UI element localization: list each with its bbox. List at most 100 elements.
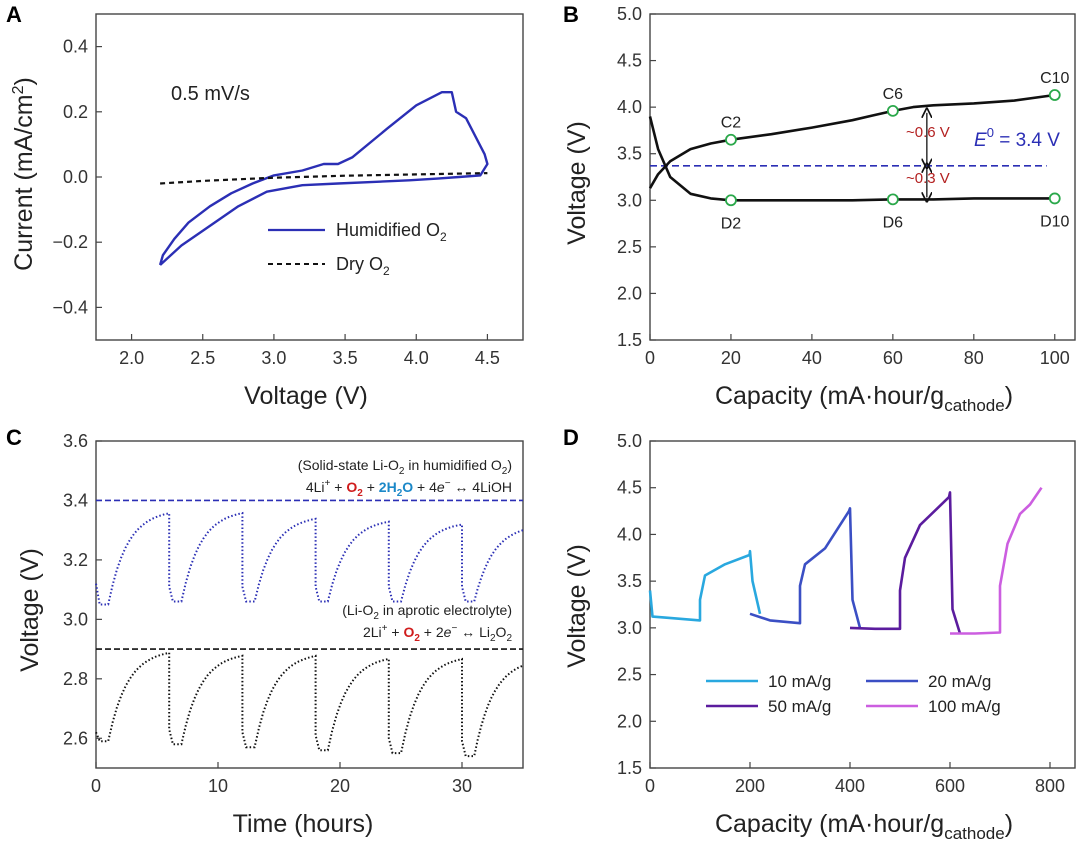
y-tick-label: 5.0 — [617, 431, 642, 451]
x-tick-label: 100 — [1040, 348, 1070, 368]
x-tick-label: 60 — [883, 348, 903, 368]
panel-b-series — [648, 93, 1055, 202]
y-tick-label: 3.0 — [63, 609, 88, 629]
y-tick-label: 4.0 — [617, 524, 642, 544]
panel-c-xlabel: Time (hours) — [233, 810, 374, 838]
y-tick-label: 4.0 — [617, 97, 642, 117]
e0-label: E0 = 3.4 V — [974, 125, 1060, 151]
panel-b-markers: C2 C6 C10 D2 D6 D10 — [721, 70, 1070, 232]
gap-charge-label: ~0.6 V — [906, 124, 950, 141]
panel-b-annotations: E0 = 3.4 V ~0.6 V ~0.3 V — [906, 124, 1060, 187]
marker-c6 — [886, 104, 899, 117]
discharge-curve — [648, 116, 1055, 202]
x-tick-label: 10 — [208, 776, 228, 796]
x-tick-label: 0 — [91, 776, 101, 796]
x-tick-label: 3.5 — [333, 348, 358, 368]
y-tick-label: 3.0 — [617, 618, 642, 638]
x-tick-label: 20 — [721, 348, 741, 368]
y-tick-label: 0.0 — [63, 167, 88, 187]
x-tick-label: 2.5 — [190, 348, 215, 368]
marker-c2 — [725, 133, 737, 146]
marker-label-d2: D2 — [721, 215, 742, 232]
x-tick-label: 30 — [452, 776, 472, 796]
annot-solid-state-reaction: 4Li+ + O2 + 2H2O + 4e− ↔ 4LiOH — [306, 478, 512, 499]
y-tick-label: 2.0 — [617, 711, 642, 731]
charge-curve — [648, 93, 1055, 189]
legend-label-10: 10 mA/g — [768, 672, 831, 691]
legend-label-20: 20 mA/g — [928, 672, 991, 691]
legend-label-humidified: Humidified O2 — [336, 220, 447, 244]
marker-label-c10: C10 — [1040, 70, 1069, 87]
panel-c-ylabel: Voltage (V) — [16, 548, 44, 672]
panel-c-series — [95, 499, 524, 758]
panel-a-ylabel: Current (mA/cm2) — [10, 77, 38, 271]
y-tick-label: 5.0 — [617, 4, 642, 24]
y-tick-label: −0.2 — [52, 232, 88, 252]
plot-frame — [649, 440, 1076, 769]
marker-label-c2: C2 — [721, 115, 742, 132]
panel-b-axes: 0 20 40 60 80 100 1.5 2.0 2.5 3.0 3.5 4.0 4.5 5.0 — [617, 4, 1076, 368]
marker-label-d10: D10 — [1040, 213, 1069, 230]
y-tick-label: 0.4 — [63, 37, 88, 57]
panel-d-xlabel: Capacity (mA·hour/gcathode) — [715, 810, 1013, 843]
aprotic-voltage-curve — [95, 651, 524, 758]
y-tick-label: 2.6 — [63, 728, 88, 748]
y-tick-label: 2.5 — [617, 665, 642, 685]
plot-frame — [95, 440, 524, 769]
y-tick-label: 1.5 — [617, 758, 642, 778]
x-tick-label: 4.0 — [404, 348, 429, 368]
panel-d-legend: 10 mA/g 20 mA/g 50 mA/g 100 mA/g — [706, 672, 1001, 716]
panel-c-axes: 0 10 20 30 2.6 2.8 3.0 3.2 3.4 3.6 — [63, 431, 524, 796]
marker-d6 — [886, 193, 899, 206]
panel-a-axes: 2.0 2.5 3.0 3.5 4.0 4.5 −0.4 −0.2 0.0 0.2 0.4 — [52, 13, 524, 368]
panel-c: C 0 10 20 30 2.6 2.8 3.0 3.2 3.4 3.6 (Solid-state… — [6, 425, 524, 838]
y-tick-label: 4.5 — [617, 51, 642, 71]
legend-label-100: 100 mA/g — [928, 697, 1001, 716]
curve-50mag — [849, 491, 962, 634]
panel-a: A 2.0 2.5 3.0 3.5 4.0 4.5 −0.4 −0.2 0.0 0.2 0.4 0.… — [6, 2, 524, 410]
annot-solid-state-title: (Solid-state Li-O2 in humidified O2) — [298, 457, 512, 477]
y-tick-label: 3.0 — [617, 190, 642, 210]
panel-b-ylabel: Voltage (V) — [563, 121, 591, 245]
panel-a-xlabel: Voltage (V) — [244, 382, 368, 410]
x-tick-label: 2.0 — [119, 348, 144, 368]
panel-a-scan-rate: 0.5 mV/s — [171, 83, 250, 105]
x-tick-label: 400 — [835, 776, 865, 796]
marker-d2 — [725, 194, 737, 207]
y-tick-label: 4.5 — [617, 478, 642, 498]
x-tick-label: 40 — [802, 348, 822, 368]
x-tick-label: 80 — [964, 348, 984, 368]
x-tick-label: 0 — [645, 348, 655, 368]
legend-label-50: 50 mA/g — [768, 697, 831, 716]
panel-a-series — [158, 91, 489, 266]
y-tick-label: 2.0 — [617, 283, 642, 303]
y-tick-label: 3.2 — [63, 550, 88, 570]
marker-label-c6: C6 — [883, 86, 904, 103]
y-tick-label: −0.4 — [52, 297, 88, 317]
y-tick-label: 3.4 — [63, 490, 88, 510]
y-tick-label: 2.5 — [617, 237, 642, 257]
curve-100mag — [950, 486, 1043, 635]
curve-10mag — [648, 549, 762, 622]
panel-b-xlabel: Capacity (mA·hour/gcathode) — [715, 382, 1013, 415]
panel-letter-a: A — [6, 2, 22, 27]
panel-letter-d: D — [563, 425, 579, 450]
x-tick-label: 200 — [735, 776, 765, 796]
panel-letter-b: B — [563, 2, 579, 27]
x-tick-label: 800 — [1035, 776, 1065, 796]
panel-letter-c: C — [6, 425, 22, 450]
plot-frame — [649, 13, 1076, 341]
annot-aprotic-title: (Li-O2 in aprotic electrolyte) — [342, 602, 512, 622]
marker-d10 — [1048, 192, 1061, 205]
y-tick-label: 1.5 — [617, 330, 642, 350]
curve-20mag — [749, 507, 862, 629]
gap-discharge-label: ~0.3 V — [906, 170, 950, 187]
annot-aprotic-reaction: 2Li+ + O2 + 2e− ↔ Li2O2 — [363, 623, 512, 644]
panel-c-annotations: (Solid-state Li-O2 in humidified O2) 4Li… — [298, 457, 513, 644]
panel-d-axes: 0 200 400 600 800 1.5 2.0 2.5 3.0 3.5 4.0 4.5 5.0 — [617, 431, 1076, 796]
marker-c10 — [1048, 89, 1061, 101]
x-tick-label: 3.0 — [261, 348, 286, 368]
panel-b: B 0 20 40 60 80 100 1.5 2.0 2.5 3.0 3.5 4.0 4.5 5.0 C… — [563, 2, 1076, 415]
y-tick-label: 3.5 — [617, 571, 642, 591]
